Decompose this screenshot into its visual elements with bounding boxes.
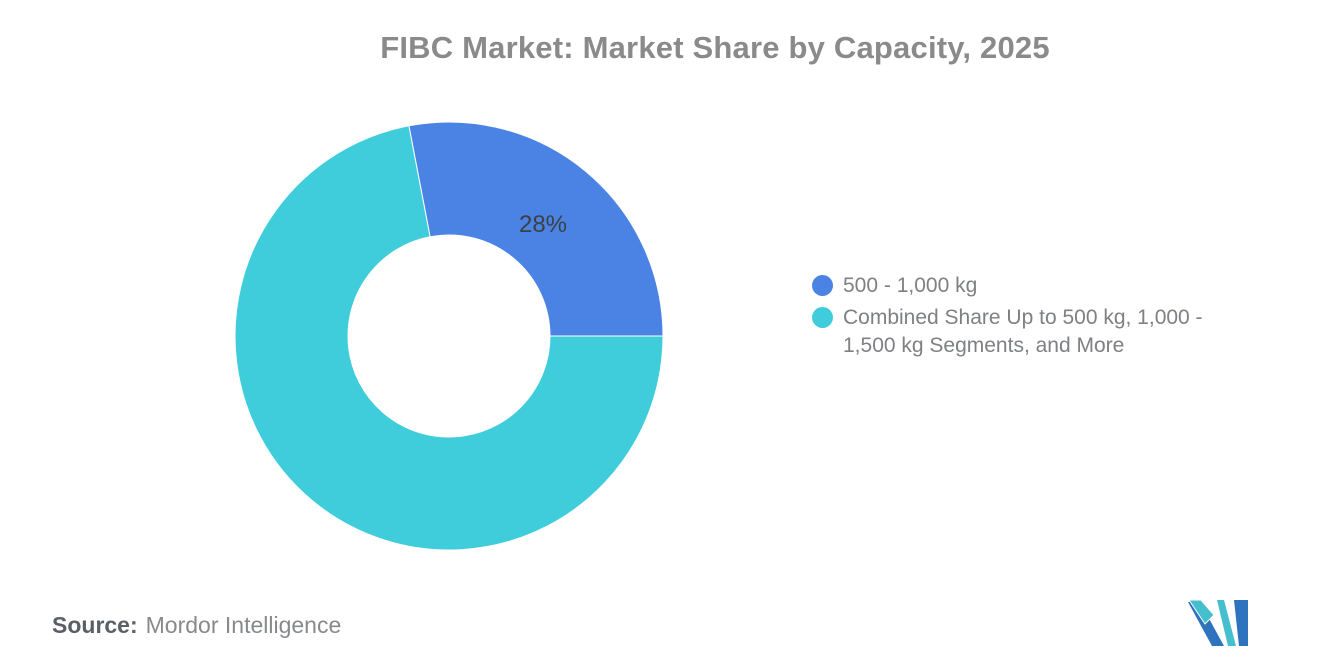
logo-teal-diagonal [1217,600,1236,646]
source-value: Mordor Intelligence [145,612,342,638]
source-line: Source: Mordor Intelligence [52,612,341,639]
legend-label: 500 - 1,000 kg [843,274,978,297]
donut-chart [233,120,665,552]
legend-item-500-1000kg: 500 - 1,000 kg [812,272,1232,300]
source-label: Source: [52,612,138,638]
legend-marker-circle [812,307,833,328]
legend-marker-icon [812,275,833,296]
donut-slice-0 [408,121,664,337]
mordor-intelligence-logo-icon [1188,599,1248,646]
slice-data-label: 28% [518,211,568,238]
legend-marker-circle [812,275,833,296]
chart-title: FIBC Market: Market Share by Capacity, 2… [380,30,1050,65]
legend-label: Combined Share Up to 500 kg, 1,000 - 1,5… [843,306,1203,357]
legend-marker-icon [812,307,833,328]
logo-blue-bar [1234,600,1248,646]
donut-slice-1 [234,125,664,551]
legend-item-combined-share: Combined Share Up to 500 kg, 1,000 - 1,5… [812,304,1232,360]
donut-chart-svg [234,121,664,551]
chart-legend: 500 - 1,000 kg Combined Share Up to 500 … [812,272,1232,364]
logo-teal-triangle [1188,599,1215,625]
logo-blue-diagonal [1188,602,1224,646]
